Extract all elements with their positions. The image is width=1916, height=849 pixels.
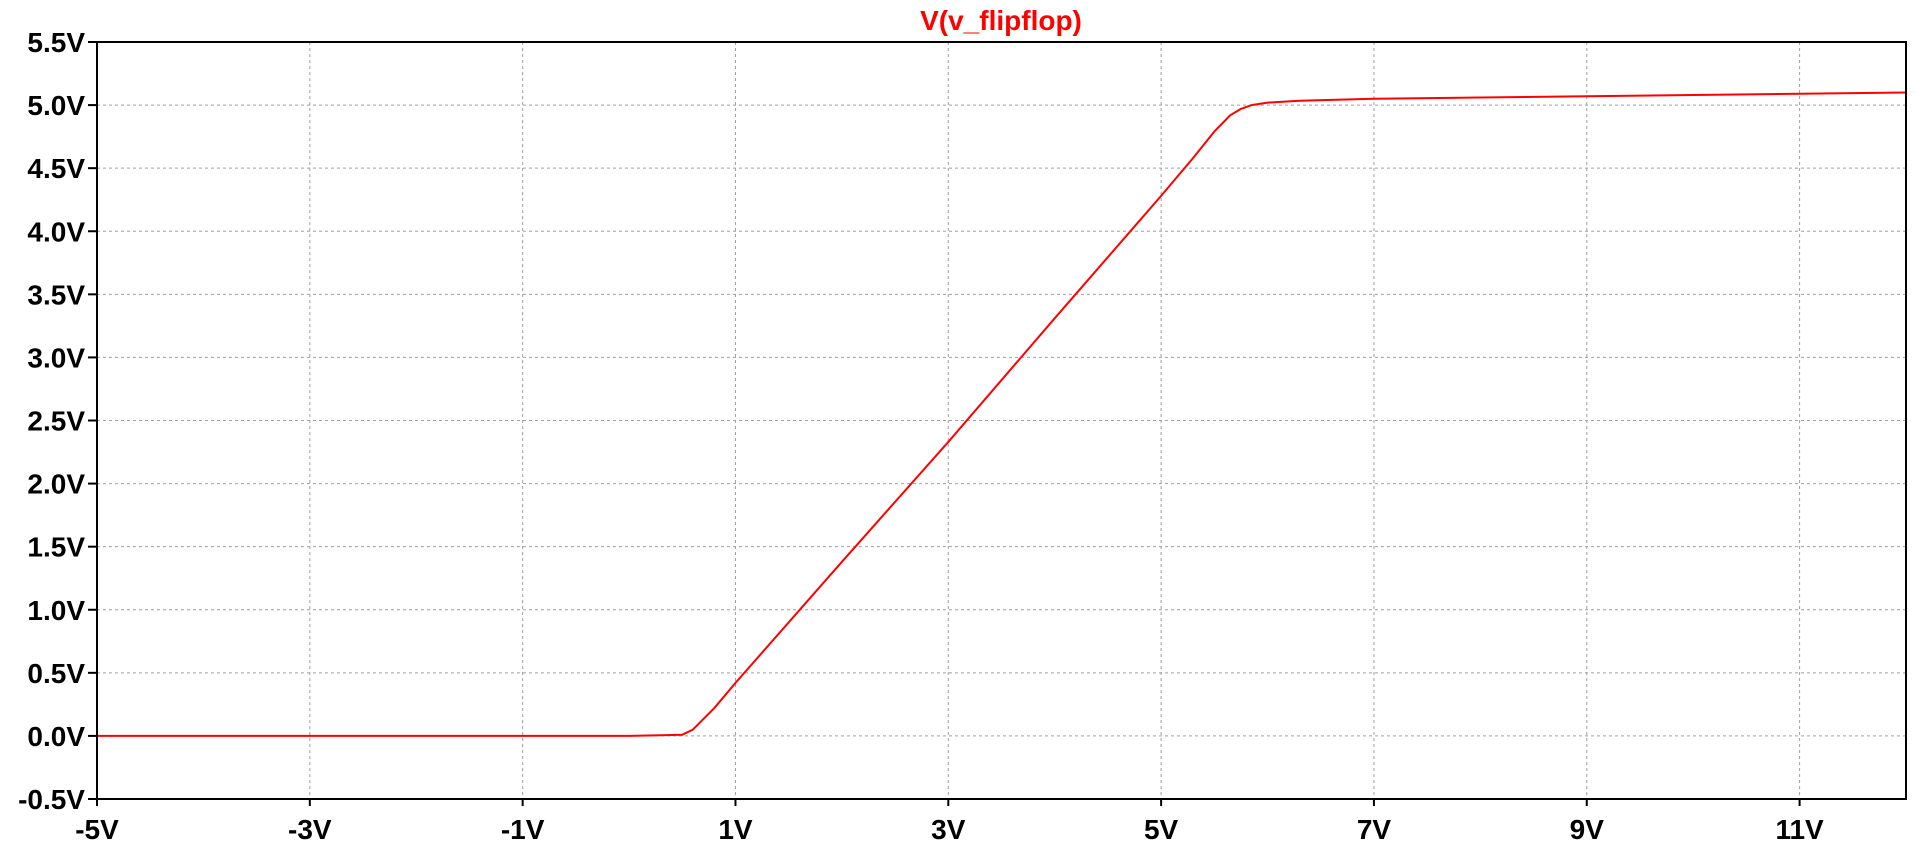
chart-title: V(v_flipflop) <box>920 5 1082 36</box>
y-tick-label: 5.5V <box>27 27 85 58</box>
x-tick-label: -1V <box>501 814 545 845</box>
y-tick-label: 1.5V <box>27 532 85 563</box>
series-layer <box>97 91 1907 737</box>
y-tick-label: 0.5V <box>27 658 85 689</box>
x-tick-label: -3V <box>288 814 332 845</box>
x-tick-label: 1V <box>718 814 753 845</box>
y-tick-label: -0.5V <box>18 784 85 815</box>
x-tick-label: 7V <box>1357 814 1392 845</box>
x-tick-label: 9V <box>1570 814 1605 845</box>
y-tick-label: 5.0V <box>27 90 85 121</box>
grid <box>96 41 1906 800</box>
x-tick-label: 11V <box>1775 814 1824 845</box>
y-tick-label: 3.0V <box>27 342 85 373</box>
x-tick-label: 3V <box>931 814 966 845</box>
x-tick-label: 5V <box>1144 814 1179 845</box>
y-tick-label: 4.0V <box>27 216 85 247</box>
y-tick-label: 0.0V <box>27 721 85 752</box>
x-tick-label: -5V <box>75 814 119 845</box>
tick-labels: -5V -3V -1V 1V 3V 5V 7V 9V 11V 5.5V 5.0V 4.5V 4.0V 3.… <box>18 27 1824 845</box>
y-tick-label: 2.0V <box>27 469 85 500</box>
ticks <box>88 41 1801 806</box>
y-tick-label: 3.5V <box>27 279 85 310</box>
y-tick-label: 2.5V <box>27 406 85 437</box>
series-line <box>97 91 1907 737</box>
y-tick-label: 4.5V <box>27 153 85 184</box>
y-tick-label: 1.0V <box>27 595 85 626</box>
